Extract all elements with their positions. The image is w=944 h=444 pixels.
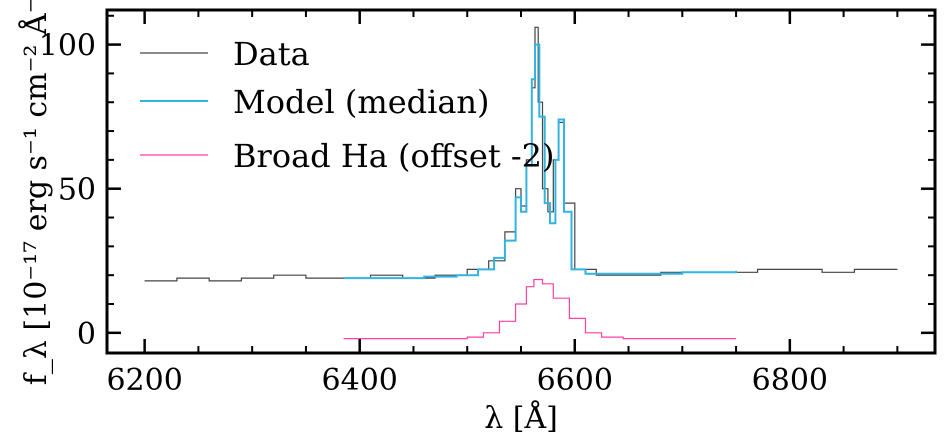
x-tick-label: 6200 bbox=[106, 363, 182, 398]
legend-label-model: Model (median) bbox=[233, 83, 490, 121]
legend-label-broad-ha: Broad Ha (offset -2) bbox=[233, 137, 555, 175]
y-tick-label: 100 bbox=[39, 29, 96, 64]
plot-frame bbox=[105, 8, 937, 355]
y-tick-labels: 0 50 100 bbox=[39, 29, 96, 352]
x-axis-label: λ [Å] bbox=[484, 400, 558, 436]
x-tick-label: 6800 bbox=[752, 363, 828, 398]
axis-ticks bbox=[107, 10, 935, 353]
x-tick-label: 6600 bbox=[537, 363, 613, 398]
series-line-2 bbox=[343, 278, 737, 340]
y-tick-label: 0 bbox=[77, 317, 96, 352]
x-tick-labels: 6200 6400 6600 6800 bbox=[106, 363, 828, 398]
series-line-1 bbox=[343, 43, 738, 280]
y-axis-label: f_λ [10⁻¹⁷ erg s⁻¹ cm⁻² Å⁻¹] bbox=[18, 0, 54, 385]
legend: Data Model (median) Broad Ha (offset -2) bbox=[140, 35, 555, 175]
plot-lines bbox=[144, 26, 898, 340]
y-tick-label: 50 bbox=[58, 173, 96, 208]
legend-label-data: Data bbox=[233, 35, 310, 73]
x-tick-label: 6400 bbox=[322, 363, 398, 398]
